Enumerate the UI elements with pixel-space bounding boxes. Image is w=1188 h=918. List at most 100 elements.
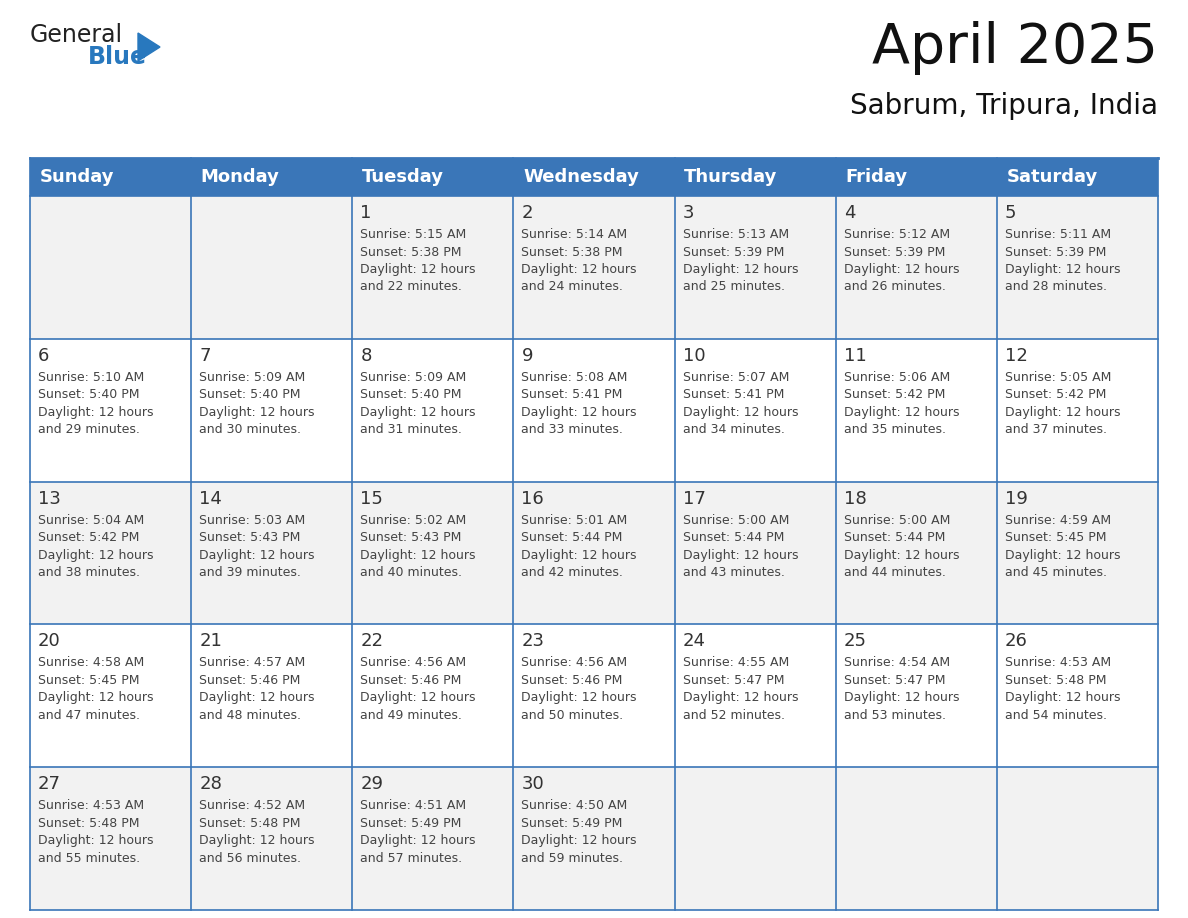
- Bar: [835, 482, 997, 624]
- Text: Sunrise: 4:53 AM
Sunset: 5:48 PM
Daylight: 12 hours
and 54 minutes.: Sunrise: 4:53 AM Sunset: 5:48 PM Dayligh…: [1005, 656, 1120, 722]
- Bar: [997, 339, 1158, 482]
- Text: 24: 24: [683, 633, 706, 650]
- Text: 11: 11: [843, 347, 866, 364]
- Text: 10: 10: [683, 347, 706, 364]
- Text: 28: 28: [200, 775, 222, 793]
- Text: Sunrise: 5:14 AM
Sunset: 5:38 PM
Daylight: 12 hours
and 24 minutes.: Sunrise: 5:14 AM Sunset: 5:38 PM Dayligh…: [522, 228, 637, 294]
- Bar: [30, 624, 191, 767]
- Text: Sunrise: 5:10 AM
Sunset: 5:40 PM
Daylight: 12 hours
and 29 minutes.: Sunrise: 5:10 AM Sunset: 5:40 PM Dayligh…: [38, 371, 153, 436]
- Text: 30: 30: [522, 775, 544, 793]
- Text: Sunrise: 4:55 AM
Sunset: 5:47 PM
Daylight: 12 hours
and 52 minutes.: Sunrise: 4:55 AM Sunset: 5:47 PM Dayligh…: [683, 656, 798, 722]
- Bar: [513, 624, 675, 767]
- Bar: [835, 196, 997, 339]
- Bar: [835, 158, 997, 196]
- Bar: [353, 339, 513, 482]
- Text: 16: 16: [522, 489, 544, 508]
- Bar: [191, 196, 353, 339]
- Text: Sunrise: 4:59 AM
Sunset: 5:45 PM
Daylight: 12 hours
and 45 minutes.: Sunrise: 4:59 AM Sunset: 5:45 PM Dayligh…: [1005, 513, 1120, 579]
- Text: Sunrise: 5:06 AM
Sunset: 5:42 PM
Daylight: 12 hours
and 35 minutes.: Sunrise: 5:06 AM Sunset: 5:42 PM Dayligh…: [843, 371, 959, 436]
- Text: 22: 22: [360, 633, 384, 650]
- Text: Blue: Blue: [88, 45, 147, 69]
- Text: Sunrise: 5:00 AM
Sunset: 5:44 PM
Daylight: 12 hours
and 44 minutes.: Sunrise: 5:00 AM Sunset: 5:44 PM Dayligh…: [843, 513, 959, 579]
- Text: Friday: Friday: [846, 168, 908, 186]
- Text: 25: 25: [843, 633, 867, 650]
- Bar: [30, 767, 191, 910]
- Text: Sunrise: 5:08 AM
Sunset: 5:41 PM
Daylight: 12 hours
and 33 minutes.: Sunrise: 5:08 AM Sunset: 5:41 PM Dayligh…: [522, 371, 637, 436]
- Text: Sunrise: 4:53 AM
Sunset: 5:48 PM
Daylight: 12 hours
and 55 minutes.: Sunrise: 4:53 AM Sunset: 5:48 PM Dayligh…: [38, 800, 153, 865]
- Text: 6: 6: [38, 347, 50, 364]
- Text: Sunrise: 5:01 AM
Sunset: 5:44 PM
Daylight: 12 hours
and 42 minutes.: Sunrise: 5:01 AM Sunset: 5:44 PM Dayligh…: [522, 513, 637, 579]
- Bar: [513, 482, 675, 624]
- Text: Sunrise: 4:58 AM
Sunset: 5:45 PM
Daylight: 12 hours
and 47 minutes.: Sunrise: 4:58 AM Sunset: 5:45 PM Dayligh…: [38, 656, 153, 722]
- Text: Wednesday: Wednesday: [523, 168, 639, 186]
- Bar: [30, 482, 191, 624]
- Bar: [675, 767, 835, 910]
- Text: 3: 3: [683, 204, 694, 222]
- Bar: [191, 767, 353, 910]
- Text: 4: 4: [843, 204, 855, 222]
- Text: General: General: [30, 23, 124, 47]
- Text: 26: 26: [1005, 633, 1028, 650]
- Text: Sunrise: 5:13 AM
Sunset: 5:39 PM
Daylight: 12 hours
and 25 minutes.: Sunrise: 5:13 AM Sunset: 5:39 PM Dayligh…: [683, 228, 798, 294]
- Text: Sunrise: 5:07 AM
Sunset: 5:41 PM
Daylight: 12 hours
and 34 minutes.: Sunrise: 5:07 AM Sunset: 5:41 PM Dayligh…: [683, 371, 798, 436]
- Text: Sunrise: 5:09 AM
Sunset: 5:40 PM
Daylight: 12 hours
and 30 minutes.: Sunrise: 5:09 AM Sunset: 5:40 PM Dayligh…: [200, 371, 315, 436]
- Text: 27: 27: [38, 775, 61, 793]
- Text: 9: 9: [522, 347, 533, 364]
- Text: 12: 12: [1005, 347, 1028, 364]
- Bar: [353, 158, 513, 196]
- Bar: [997, 196, 1158, 339]
- Text: Sunrise: 4:56 AM
Sunset: 5:46 PM
Daylight: 12 hours
and 49 minutes.: Sunrise: 4:56 AM Sunset: 5:46 PM Dayligh…: [360, 656, 475, 722]
- Text: Saturday: Saturday: [1006, 168, 1098, 186]
- Text: Sunrise: 5:00 AM
Sunset: 5:44 PM
Daylight: 12 hours
and 43 minutes.: Sunrise: 5:00 AM Sunset: 5:44 PM Dayligh…: [683, 513, 798, 579]
- Bar: [997, 482, 1158, 624]
- Text: 8: 8: [360, 347, 372, 364]
- Bar: [835, 624, 997, 767]
- Bar: [675, 158, 835, 196]
- Text: Sunrise: 5:09 AM
Sunset: 5:40 PM
Daylight: 12 hours
and 31 minutes.: Sunrise: 5:09 AM Sunset: 5:40 PM Dayligh…: [360, 371, 475, 436]
- Bar: [353, 482, 513, 624]
- Bar: [191, 482, 353, 624]
- Text: 1: 1: [360, 204, 372, 222]
- Text: 2: 2: [522, 204, 533, 222]
- Bar: [30, 339, 191, 482]
- Text: 29: 29: [360, 775, 384, 793]
- Text: Tuesday: Tuesday: [362, 168, 444, 186]
- Text: April 2025: April 2025: [872, 21, 1158, 75]
- Bar: [353, 767, 513, 910]
- Polygon shape: [138, 33, 160, 61]
- Bar: [191, 339, 353, 482]
- Bar: [513, 339, 675, 482]
- Bar: [835, 767, 997, 910]
- Text: Sunrise: 4:52 AM
Sunset: 5:48 PM
Daylight: 12 hours
and 56 minutes.: Sunrise: 4:52 AM Sunset: 5:48 PM Dayligh…: [200, 800, 315, 865]
- Text: 23: 23: [522, 633, 544, 650]
- Text: Sunrise: 5:04 AM
Sunset: 5:42 PM
Daylight: 12 hours
and 38 minutes.: Sunrise: 5:04 AM Sunset: 5:42 PM Dayligh…: [38, 513, 153, 579]
- Text: Sunrise: 5:11 AM
Sunset: 5:39 PM
Daylight: 12 hours
and 28 minutes.: Sunrise: 5:11 AM Sunset: 5:39 PM Dayligh…: [1005, 228, 1120, 294]
- Bar: [513, 158, 675, 196]
- Bar: [997, 158, 1158, 196]
- Text: Sunrise: 5:02 AM
Sunset: 5:43 PM
Daylight: 12 hours
and 40 minutes.: Sunrise: 5:02 AM Sunset: 5:43 PM Dayligh…: [360, 513, 475, 579]
- Text: 19: 19: [1005, 489, 1028, 508]
- Bar: [675, 482, 835, 624]
- Text: Sunrise: 4:54 AM
Sunset: 5:47 PM
Daylight: 12 hours
and 53 minutes.: Sunrise: 4:54 AM Sunset: 5:47 PM Dayligh…: [843, 656, 959, 722]
- Bar: [30, 196, 191, 339]
- Bar: [675, 339, 835, 482]
- Text: 5: 5: [1005, 204, 1017, 222]
- Text: Sunrise: 4:51 AM
Sunset: 5:49 PM
Daylight: 12 hours
and 57 minutes.: Sunrise: 4:51 AM Sunset: 5:49 PM Dayligh…: [360, 800, 475, 865]
- Text: 20: 20: [38, 633, 61, 650]
- Text: 21: 21: [200, 633, 222, 650]
- Text: Sunday: Sunday: [39, 168, 114, 186]
- Text: Thursday: Thursday: [684, 168, 778, 186]
- Bar: [513, 196, 675, 339]
- Bar: [191, 624, 353, 767]
- Text: Sunrise: 4:50 AM
Sunset: 5:49 PM
Daylight: 12 hours
and 59 minutes.: Sunrise: 4:50 AM Sunset: 5:49 PM Dayligh…: [522, 800, 637, 865]
- Bar: [997, 624, 1158, 767]
- Bar: [353, 196, 513, 339]
- Text: Sunrise: 4:56 AM
Sunset: 5:46 PM
Daylight: 12 hours
and 50 minutes.: Sunrise: 4:56 AM Sunset: 5:46 PM Dayligh…: [522, 656, 637, 722]
- Text: Sunrise: 4:57 AM
Sunset: 5:46 PM
Daylight: 12 hours
and 48 minutes.: Sunrise: 4:57 AM Sunset: 5:46 PM Dayligh…: [200, 656, 315, 722]
- Text: Monday: Monday: [201, 168, 279, 186]
- Text: Sabrum, Tripura, India: Sabrum, Tripura, India: [849, 92, 1158, 120]
- Bar: [997, 767, 1158, 910]
- Text: 18: 18: [843, 489, 866, 508]
- Bar: [30, 158, 191, 196]
- Text: 13: 13: [38, 489, 61, 508]
